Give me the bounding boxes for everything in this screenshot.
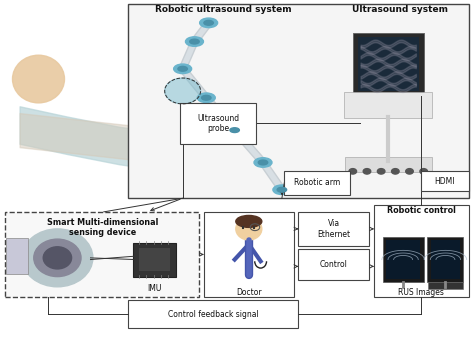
Ellipse shape	[43, 247, 72, 269]
Ellipse shape	[22, 229, 93, 287]
Text: RUS Images: RUS Images	[398, 288, 444, 298]
Circle shape	[377, 169, 385, 174]
Text: Robotic control: Robotic control	[387, 206, 456, 215]
Ellipse shape	[12, 55, 64, 103]
Text: Ultrasound system: Ultrasound system	[352, 5, 448, 14]
FancyBboxPatch shape	[428, 282, 463, 289]
Ellipse shape	[190, 39, 199, 44]
Ellipse shape	[277, 187, 287, 192]
FancyBboxPatch shape	[345, 157, 432, 172]
Text: Control feedback signal: Control feedback signal	[168, 310, 259, 318]
FancyBboxPatch shape	[386, 240, 420, 279]
Circle shape	[164, 78, 201, 104]
Text: Robotic ultrasound system: Robotic ultrasound system	[155, 5, 291, 14]
Bar	[128, 300, 299, 328]
Ellipse shape	[226, 126, 244, 135]
Text: Ultrasound
probe: Ultrasound probe	[197, 114, 239, 133]
Circle shape	[349, 169, 356, 174]
FancyBboxPatch shape	[133, 242, 175, 277]
Ellipse shape	[34, 239, 81, 277]
Ellipse shape	[178, 66, 187, 71]
Bar	[5, 212, 199, 297]
FancyBboxPatch shape	[431, 240, 460, 279]
Text: Doctor: Doctor	[236, 288, 262, 297]
FancyBboxPatch shape	[353, 33, 424, 94]
Ellipse shape	[254, 158, 272, 167]
Text: IMU: IMU	[147, 284, 162, 293]
Bar	[128, 4, 469, 198]
FancyBboxPatch shape	[383, 237, 424, 282]
FancyBboxPatch shape	[428, 237, 464, 282]
Ellipse shape	[201, 95, 211, 100]
Ellipse shape	[236, 215, 262, 227]
Bar	[421, 171, 469, 192]
FancyBboxPatch shape	[139, 248, 170, 272]
Bar	[204, 212, 294, 297]
Bar	[374, 205, 469, 297]
FancyBboxPatch shape	[344, 92, 432, 118]
Ellipse shape	[273, 185, 291, 195]
Ellipse shape	[173, 64, 191, 74]
Circle shape	[420, 169, 428, 174]
Ellipse shape	[185, 37, 203, 46]
Text: Via
Ethernet: Via Ethernet	[317, 219, 350, 239]
Ellipse shape	[236, 218, 262, 240]
Ellipse shape	[200, 18, 218, 28]
Ellipse shape	[258, 160, 268, 165]
Text: Smart Multi-dimensional
sensing device: Smart Multi-dimensional sensing device	[46, 218, 158, 237]
Text: Control: Control	[320, 260, 348, 269]
Text: HDMI: HDMI	[435, 177, 455, 186]
FancyBboxPatch shape	[6, 238, 28, 274]
Bar	[299, 249, 369, 280]
Ellipse shape	[230, 128, 239, 132]
Bar	[284, 171, 350, 195]
Circle shape	[392, 169, 399, 174]
Bar	[180, 103, 256, 144]
Ellipse shape	[204, 21, 213, 25]
Ellipse shape	[197, 93, 215, 103]
Text: Robotic arm: Robotic arm	[294, 179, 340, 187]
FancyBboxPatch shape	[357, 37, 419, 91]
Bar	[299, 212, 369, 246]
Circle shape	[363, 169, 371, 174]
Circle shape	[406, 169, 413, 174]
